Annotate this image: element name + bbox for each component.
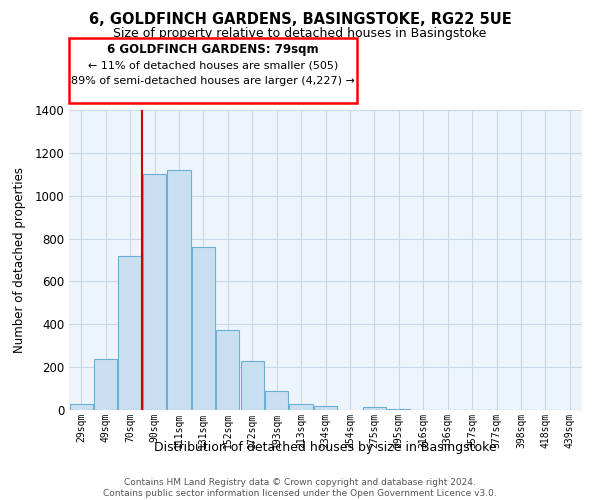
Bar [70, 404, 93, 410]
Bar [192, 247, 215, 410]
Text: 6, GOLDFINCH GARDENS, BASINGSTOKE, RG22 5UE: 6, GOLDFINCH GARDENS, BASINGSTOKE, RG22 … [89, 12, 511, 28]
Text: Size of property relative to detached houses in Basingstoke: Size of property relative to detached ho… [113, 28, 487, 40]
Bar [314, 406, 337, 410]
Bar [387, 409, 410, 410]
Bar [167, 170, 191, 410]
Bar [289, 404, 313, 410]
Text: Contains HM Land Registry data © Crown copyright and database right 2024.
Contai: Contains HM Land Registry data © Crown c… [103, 478, 497, 498]
Y-axis label: Number of detached properties: Number of detached properties [13, 167, 26, 353]
Bar [94, 358, 117, 410]
Bar [143, 174, 166, 410]
Text: ← 11% of detached houses are smaller (505): ← 11% of detached houses are smaller (50… [88, 60, 338, 70]
Bar [265, 390, 288, 410]
Text: Distribution of detached houses by size in Basingstoke: Distribution of detached houses by size … [154, 441, 497, 454]
Bar [363, 407, 386, 410]
Bar [118, 256, 142, 410]
Bar [241, 360, 264, 410]
Text: 89% of semi-detached houses are larger (4,227) →: 89% of semi-detached houses are larger (… [71, 76, 355, 86]
Text: 6 GOLDFINCH GARDENS: 79sqm: 6 GOLDFINCH GARDENS: 79sqm [107, 44, 319, 57]
Bar [216, 330, 239, 410]
